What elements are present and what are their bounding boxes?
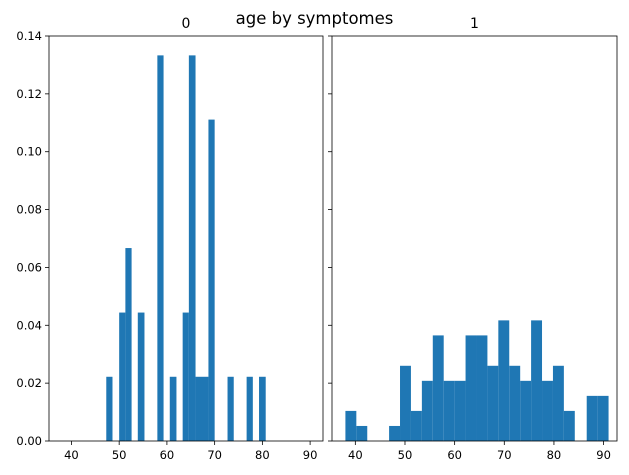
histogram-bar — [182, 312, 189, 441]
x-tick-label: 90 — [303, 448, 318, 462]
x-tick-label: 40 — [348, 448, 363, 462]
histogram-bar — [421, 380, 433, 441]
histogram-bar — [520, 380, 532, 441]
axes-frame — [48, 35, 324, 442]
histogram-bar — [586, 395, 598, 441]
x-tick-label: 80 — [255, 448, 270, 462]
x-tick-label: 60 — [447, 448, 462, 462]
histogram-bar — [542, 380, 553, 441]
histogram-bar — [563, 410, 575, 441]
axes-frame — [331, 35, 618, 442]
x-tick-label: 60 — [160, 448, 175, 462]
histogram-bar — [389, 425, 401, 441]
chart-panels: 40 50 60 70 80 90 0.00 0.02 0.04 0.06 0.08 0.10 0.12… — [16, 16, 618, 462]
y-tick-label: 0.04 — [16, 318, 42, 332]
x-tick-label: 50 — [398, 448, 413, 462]
histogram-bar — [531, 320, 543, 441]
y-tick-label: 0.00 — [16, 434, 42, 448]
histogram-bar — [246, 376, 253, 441]
histogram-bar — [454, 380, 466, 441]
x-tick-label: 40 — [64, 448, 79, 462]
histogram-bar — [119, 312, 126, 441]
histogram-bar — [106, 376, 113, 441]
histogram-bar — [169, 376, 177, 441]
y-tick-label: 0.12 — [16, 87, 42, 101]
x-tick-label: 70 — [497, 448, 512, 462]
histogram-bar — [188, 55, 196, 441]
histogram-bar — [259, 376, 266, 441]
histogram-bar — [498, 320, 510, 441]
histogram-bar — [345, 410, 357, 441]
panel-0: 40 50 60 70 80 90 0.00 0.02 0.04 0.06 0.08 0.10 0.12… — [16, 16, 324, 462]
histogram-bar — [465, 335, 477, 441]
histogram-bar — [137, 312, 145, 441]
histogram-bar — [552, 365, 564, 441]
histogram-bar — [400, 365, 411, 441]
y-tick-label: 0.02 — [16, 376, 42, 390]
histogram-bar — [356, 425, 368, 441]
panel-title: 0 — [182, 16, 191, 32]
x-tick-label: 80 — [547, 448, 562, 462]
y-tick-label: 0.14 — [16, 29, 42, 43]
histogram-bar — [509, 365, 521, 441]
histogram-bar — [195, 376, 209, 441]
histogram-bar — [208, 119, 215, 441]
histogram-bar — [157, 55, 164, 441]
panel-title: 1 — [470, 16, 479, 32]
histogram-bar — [432, 335, 444, 441]
histogram-bar — [410, 410, 422, 441]
histogram-bar — [443, 380, 455, 441]
histogram-bar — [227, 376, 234, 441]
y-tick-label: 0.06 — [16, 260, 42, 274]
x-tick-label: 70 — [207, 448, 222, 462]
histogram-bar — [125, 248, 132, 441]
x-tick-label: 90 — [596, 448, 611, 462]
x-tick-label: 50 — [112, 448, 127, 462]
y-tick-label: 0.10 — [16, 145, 42, 159]
y-tick-label: 0.08 — [16, 203, 42, 217]
histogram-bar — [476, 335, 488, 441]
histogram-bar — [487, 365, 499, 441]
figure-title: age by symptomes — [236, 9, 394, 28]
panel-1: 40 50 60 70 80 90 1 — [328, 16, 618, 462]
histogram-bar — [597, 395, 609, 441]
